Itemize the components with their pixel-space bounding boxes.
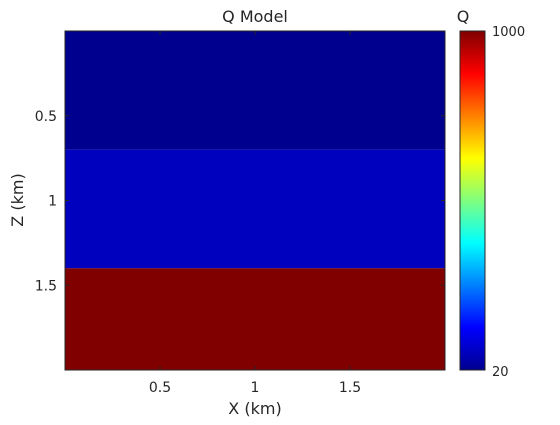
colorbar xyxy=(459,30,486,371)
x-tick-label: 1 xyxy=(251,380,260,396)
x-tick-label: 0.5 xyxy=(149,380,171,396)
y-tick-label: 0.5 xyxy=(35,109,57,125)
chart-title: Q Model xyxy=(222,7,288,26)
y-ticks: 0.5 1 1.5 xyxy=(35,109,445,294)
y-tick-label: 1 xyxy=(48,194,57,210)
x-axis-label: X (km) xyxy=(228,399,281,418)
colorbar-min-label: 20 xyxy=(492,365,509,380)
x-ticks: 0.5 1 1.5 xyxy=(149,31,361,396)
y-tick-label: 1.5 xyxy=(35,278,57,294)
y-axis-label: Z (km) xyxy=(8,173,27,226)
layer-3 xyxy=(65,268,445,370)
layer-2 xyxy=(65,149,445,269)
heatmap-layers xyxy=(65,31,445,370)
layer-1 xyxy=(65,31,445,150)
x-tick-label: 1.5 xyxy=(339,380,361,396)
colorbar-label: Q xyxy=(457,7,470,26)
colorbar-max-label: 1000 xyxy=(492,25,525,40)
